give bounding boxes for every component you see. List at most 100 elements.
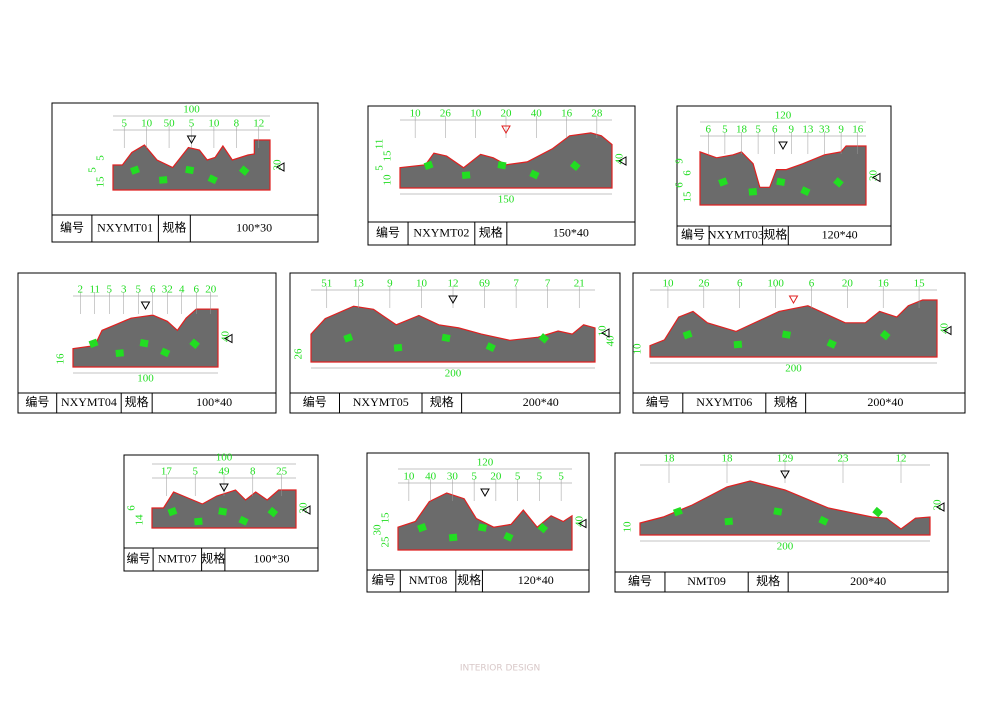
dimension-label: 16: [561, 108, 573, 120]
tag-marker: [773, 507, 783, 516]
dimension-label: 50: [164, 118, 176, 130]
table-cell: 200*40: [850, 574, 886, 588]
table-cell: 编号: [127, 550, 151, 565]
tag-marker: [569, 160, 581, 172]
dimension-label: 200: [777, 541, 794, 553]
dimension-label: 3: [121, 284, 127, 296]
tag-marker: [682, 330, 693, 340]
dimension-label: 10: [632, 343, 644, 355]
dimension-label: 5: [95, 155, 107, 161]
table-cell: NXYMT03: [708, 227, 764, 241]
dimension-label: 28: [591, 108, 603, 120]
dimension-label: 69: [479, 278, 491, 290]
dimension-label: 33: [819, 124, 831, 136]
table-cell: 编号: [25, 394, 49, 409]
dimension-label: 17: [161, 466, 173, 478]
tag-marker: [781, 330, 792, 339]
tag-marker: [538, 333, 550, 344]
dimension-label: 5: [722, 124, 728, 136]
dimension-label: 30: [298, 502, 310, 514]
table-cell: 编号: [60, 219, 84, 234]
table-cell: 120*40: [822, 227, 858, 241]
dimension-label: 16: [852, 124, 864, 136]
dimension-label: 16: [878, 278, 890, 290]
dimension-label: 51: [321, 278, 332, 290]
tag-marker: [448, 533, 458, 542]
profile-shape: [112, 139, 271, 191]
dimension-label: 30: [447, 471, 459, 483]
dimension-label: 16: [55, 353, 67, 365]
dimension-label: 23: [838, 453, 850, 465]
dimension-label: 18: [664, 453, 676, 465]
tag-marker: [833, 177, 844, 188]
view-arrow: [780, 470, 790, 480]
dimension-label: 5: [107, 284, 113, 296]
dimension-label: 200: [785, 363, 802, 375]
table-cell: NXYMT02: [413, 225, 469, 239]
dimension-label: 6: [194, 284, 200, 296]
dimension-label: 5: [374, 165, 386, 171]
dimension-label: 2: [78, 284, 84, 296]
view-arrow: [140, 301, 151, 311]
dimension-label: 9: [789, 124, 795, 136]
dimension-label: 20: [932, 499, 944, 511]
dimension-label: 6: [772, 124, 778, 136]
dimension-label: 5: [515, 471, 521, 483]
dimension-label: 5: [558, 471, 564, 483]
dimension-label: 6: [682, 170, 694, 176]
table-cell: 规格: [457, 572, 481, 587]
dimension-label: 25: [276, 466, 288, 478]
tag-marker: [218, 507, 228, 516]
tag-marker: [529, 169, 540, 180]
dimension-label: 13: [802, 124, 814, 136]
table-cell: 规格: [756, 573, 780, 588]
table-cell: 120*40: [518, 573, 554, 587]
dimension-label: 49: [219, 466, 231, 478]
dimension-label: 6: [737, 278, 743, 290]
dimension-label: 25: [380, 536, 392, 548]
table-cell: NMT08: [409, 573, 448, 587]
table-cell: 编号: [372, 572, 396, 587]
dimension-label: 18: [736, 124, 748, 136]
dimension-label: 6: [706, 124, 712, 136]
dimension-label: 129: [777, 453, 794, 465]
table-cell: 100*30: [236, 220, 272, 234]
dimension-label: 150: [498, 194, 515, 206]
tag-marker: [115, 349, 124, 357]
dimension-label: 9: [387, 278, 393, 290]
dimension-label: 40: [220, 331, 232, 343]
dimension-label: 30: [868, 170, 880, 182]
view-arrow: [448, 295, 458, 305]
dimension-label: 40: [425, 471, 437, 483]
tag-marker: [423, 160, 434, 171]
dimension-label: 15: [95, 176, 107, 188]
table-cell: 编号: [628, 573, 652, 588]
tag-marker: [818, 515, 829, 526]
tag-marker: [160, 347, 171, 358]
profile-shape: [310, 305, 596, 363]
table-cell: NXYMT01: [97, 220, 153, 234]
dimension-label: 7: [513, 278, 519, 290]
tag-marker: [718, 177, 729, 187]
tag-marker: [485, 342, 496, 352]
dimension-label: 32: [162, 284, 173, 296]
table-cell: 规格: [201, 550, 225, 565]
tag-marker: [733, 340, 743, 349]
dimension-label: 15: [682, 191, 694, 203]
tag-marker: [267, 506, 279, 518]
dimension-label: 5: [121, 118, 127, 130]
dimension-label: 26: [698, 278, 710, 290]
dimension-label: 20: [842, 278, 854, 290]
tag-marker: [748, 187, 758, 196]
dimension-label: 120: [477, 457, 494, 469]
tag-marker: [537, 522, 549, 534]
panel-frame: [123, 454, 319, 572]
dimension-label: 26: [293, 348, 305, 360]
tag-marker: [158, 176, 168, 184]
view-arrow: [275, 162, 285, 172]
dimension-label: 4: [179, 284, 185, 296]
dimension-label: 12: [448, 278, 459, 290]
table-cell: 规格: [162, 219, 186, 234]
view-arrow: [600, 328, 610, 338]
